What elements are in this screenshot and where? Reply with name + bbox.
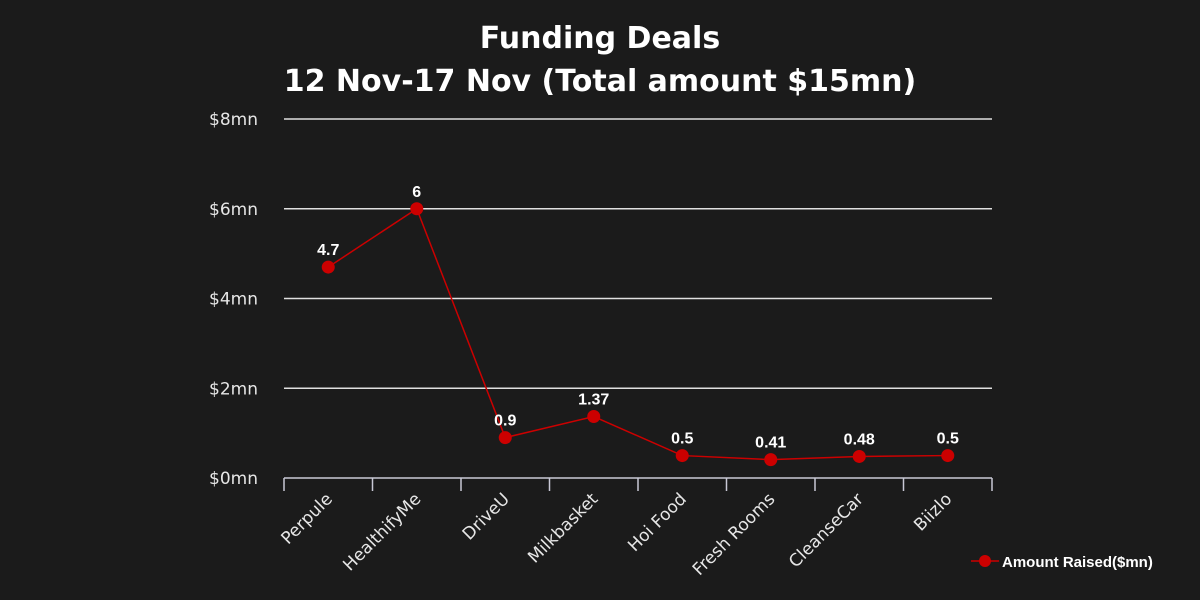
x-tick-label: DriveU	[459, 489, 514, 544]
data-point[interactable]	[764, 453, 778, 467]
data-label: 0.5	[937, 431, 959, 448]
y-axis-ticks: $0mn $2mn $4mn $6mn $8mn	[209, 110, 258, 489]
data-label: 1.37	[578, 392, 609, 409]
y-tick-label: $6mn	[209, 200, 258, 220]
x-tick-label: Biizlo	[910, 489, 956, 535]
data-label: 0.9	[494, 413, 516, 430]
x-tick-label: HealthifyMe	[339, 489, 425, 575]
data-point[interactable]	[321, 260, 335, 274]
x-tick-label: Fresh Rooms	[689, 489, 780, 580]
x-tick-label: Milkbasket	[524, 489, 602, 567]
data-label: 0.41	[755, 435, 786, 452]
data-label: 0.48	[844, 431, 875, 448]
x-axis: Perpule HealthifyMe DriveU Milkbasket Hoi Fo…	[277, 477, 993, 580]
data-point[interactable]	[410, 202, 424, 216]
x-tick-label: CleanseCar	[785, 489, 868, 572]
x-tick-label: Hoi Food	[624, 489, 691, 556]
data-label: 6	[412, 184, 421, 201]
data-point[interactable]	[675, 449, 689, 463]
data-point[interactable]	[941, 449, 955, 463]
data-label: 0.5	[671, 431, 693, 448]
y-tick-label: $0mn	[209, 469, 258, 489]
data-point[interactable]	[852, 449, 866, 463]
legend-label: Amount Raised($mn)	[1002, 554, 1153, 571]
data-point[interactable]	[498, 431, 512, 445]
data-labels: 4.7 6 0.9 1.37 0.5 0.41 0.48 0.5	[317, 184, 959, 452]
gridlines	[284, 118, 992, 389]
data-point[interactable]	[587, 410, 601, 424]
y-tick-label: $2mn	[209, 379, 258, 399]
series-amount-raised[interactable]	[321, 202, 955, 467]
chart-subtitle: 12 Nov-17 Nov (Total amount $15mn)	[284, 64, 917, 99]
data-label: 4.7	[317, 242, 339, 259]
x-tick-label: Perpule	[277, 489, 336, 548]
y-tick-label: $4mn	[209, 290, 258, 310]
legend-dot-marker	[979, 555, 991, 567]
legend[interactable]: Amount Raised($mn)	[971, 554, 1153, 571]
chart-title: Funding Deals	[480, 21, 720, 56]
series-line	[327, 207, 948, 461]
y-tick-label: $8mn	[209, 110, 258, 130]
